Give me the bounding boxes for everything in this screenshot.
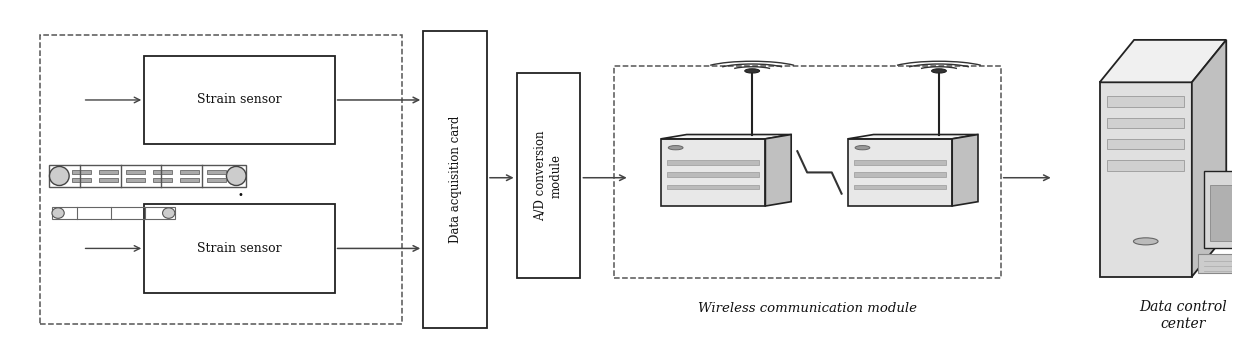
Circle shape	[668, 145, 683, 150]
Bar	[1198, 254, 1240, 273]
Bar	[153, 170, 172, 174]
Bar	[153, 178, 172, 182]
Bar	[661, 139, 765, 206]
Text: A/D conversion
module: A/D conversion module	[534, 131, 563, 221]
Bar	[207, 170, 227, 174]
Bar	[517, 74, 580, 279]
Bar	[1210, 185, 1240, 241]
Text: Data acquisition card: Data acquisition card	[449, 116, 461, 243]
Bar	[1107, 139, 1184, 149]
Bar	[1107, 160, 1184, 171]
Bar	[125, 170, 145, 174]
Bar	[667, 185, 759, 189]
Text: Data control
center: Data control center	[1138, 300, 1226, 331]
Bar	[423, 31, 487, 328]
Polygon shape	[848, 135, 978, 139]
Ellipse shape	[227, 167, 246, 186]
Text: •: •	[237, 178, 243, 188]
Polygon shape	[765, 135, 791, 206]
Bar	[854, 160, 946, 165]
Bar	[667, 160, 759, 165]
Bar	[72, 178, 92, 182]
Polygon shape	[661, 135, 791, 139]
Ellipse shape	[52, 208, 64, 218]
Ellipse shape	[162, 208, 175, 218]
Polygon shape	[952, 135, 978, 206]
Bar	[99, 170, 118, 174]
Text: •: •	[237, 165, 243, 176]
Circle shape	[745, 69, 760, 73]
Bar	[180, 178, 200, 182]
Bar	[180, 170, 200, 174]
Bar	[1107, 97, 1184, 107]
Circle shape	[931, 69, 946, 73]
Bar	[40, 34, 402, 325]
Bar	[207, 178, 227, 182]
Text: Strain sensor: Strain sensor	[197, 93, 281, 107]
Bar	[72, 170, 92, 174]
Polygon shape	[1192, 40, 1226, 277]
Bar	[144, 204, 335, 293]
Bar	[1100, 82, 1192, 277]
Text: Strain sensor: Strain sensor	[197, 242, 281, 255]
Bar	[1204, 171, 1240, 248]
Bar	[125, 178, 145, 182]
Bar	[667, 172, 759, 177]
Ellipse shape	[50, 167, 69, 186]
Bar	[848, 139, 952, 206]
Bar	[144, 56, 335, 144]
Bar	[614, 66, 1001, 279]
Bar	[1107, 118, 1184, 128]
Bar	[854, 172, 946, 177]
Bar	[854, 185, 946, 189]
Text: Wireless communication module: Wireless communication module	[698, 302, 918, 315]
Polygon shape	[1100, 40, 1226, 82]
Circle shape	[1133, 238, 1158, 245]
Bar	[99, 178, 118, 182]
Circle shape	[856, 145, 869, 150]
Text: •: •	[237, 190, 243, 200]
